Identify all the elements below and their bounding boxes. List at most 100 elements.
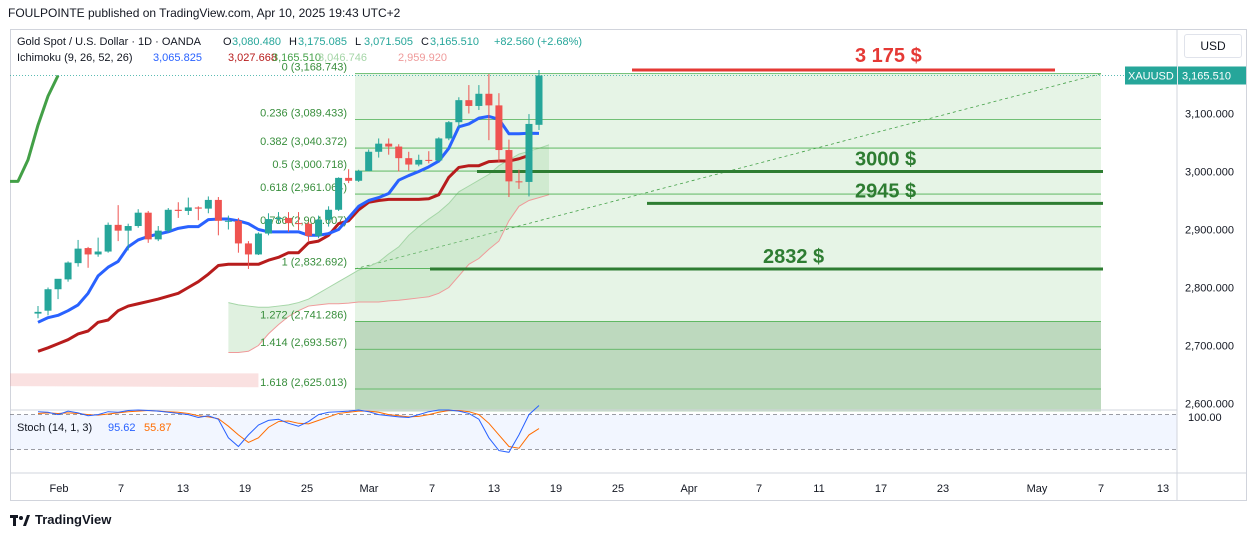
candle: [184, 197, 192, 215]
time-tick-label: 23: [937, 483, 949, 495]
fib-label: 1 (2,832.692): [282, 257, 347, 269]
candle: [104, 222, 112, 253]
candle: [395, 144, 403, 172]
candle-body: [34, 311, 42, 314]
cloud-area-bearish: [10, 373, 259, 388]
candle: [84, 246, 92, 268]
price-tick-label: 2,600.000: [1185, 399, 1234, 411]
legend-stoch-label: Stoch (14, 1, 3): [17, 422, 92, 434]
chart-canvas[interactable]: 0 (3,168.743) 0.236 (3,089.433) 0.382 (3,0…: [10, 29, 1247, 501]
candle: [144, 210, 152, 243]
time-tick-label: 17: [875, 483, 887, 495]
candle-body: [44, 289, 52, 311]
fib-label: 1.414 (2,693.567): [260, 337, 347, 349]
candle-body: [505, 150, 513, 182]
candle: [54, 278, 62, 300]
time-tick-label: Feb: [50, 483, 69, 495]
tradingview-logo-icon: [10, 514, 30, 526]
legend-stoch-k: 95.62: [108, 422, 136, 434]
candle-body: [375, 143, 383, 152]
fib-zone-main: [355, 73, 1101, 412]
candle-body: [305, 223, 313, 236]
stoch-k-line: [37, 405, 540, 453]
time-tick-label: 13: [488, 483, 500, 495]
candle: [495, 93, 503, 163]
candle-body: [525, 123, 533, 182]
fib-label: 0.236 (3,089.433): [260, 108, 347, 120]
candle-body: [124, 226, 132, 231]
candle: [405, 151, 413, 171]
candle: [274, 212, 282, 224]
candle: [154, 226, 162, 242]
candle-body: [104, 224, 112, 252]
candle-body: [144, 212, 152, 240]
legend-low-value: 3,071.505: [364, 36, 413, 48]
time-tick-label: 7: [118, 483, 124, 495]
candle: [415, 154, 423, 167]
stochastic-pane: [10, 405, 1177, 453]
candle: [355, 169, 363, 182]
candle-body: [535, 75, 543, 125]
candle-body: [355, 170, 363, 181]
legend-close-label: C: [421, 36, 429, 48]
candle-body: [64, 262, 72, 280]
price-tick-label: 3,100.000: [1185, 109, 1234, 121]
symbol-tag-bg: [1125, 66, 1177, 85]
senkou-b-line: [228, 194, 550, 353]
candle: [285, 212, 292, 232]
candlestick-series: [34, 69, 543, 319]
candle-body: [134, 212, 142, 227]
candle-body: [174, 209, 182, 211]
fib-label: 1.618 (2,625.013): [260, 377, 347, 389]
candle-body: [295, 223, 303, 225]
candle-body: [325, 209, 333, 220]
candle-body: [234, 220, 242, 244]
legend-ichimoku-value: 3,165.510: [272, 52, 321, 64]
legend-ichimoku-value: 2,959.920: [398, 52, 447, 64]
support-2945-annotation: 2945 $: [855, 180, 916, 202]
support-2832-annotation: 2832 $: [763, 246, 824, 268]
candle-body: [415, 159, 423, 165]
candle-body: [244, 243, 252, 255]
ichimoku-cloud: [10, 144, 550, 388]
time-tick-label: Mar: [360, 483, 379, 495]
last-price-tag: 3,165.510: [1182, 71, 1231, 83]
candle: [234, 217, 242, 253]
candle: [305, 221, 313, 242]
fib-label: 1.272 (2,741.286): [260, 310, 347, 322]
time-tick-label: 13: [1157, 483, 1169, 495]
candle-body: [455, 100, 463, 123]
legend-open-label: O: [223, 36, 232, 48]
price-tick-label: 3,000.000: [1185, 167, 1234, 179]
candle-body: [515, 181, 523, 183]
candle-body: [54, 278, 62, 290]
candle: [455, 97, 463, 128]
legend-low-label: L: [355, 36, 361, 48]
candle: [134, 209, 142, 228]
candle-body: [254, 233, 262, 255]
candle-body: [194, 207, 202, 209]
candle: [244, 241, 252, 269]
candle: [485, 74, 493, 141]
time-tick-label: May: [1027, 483, 1048, 495]
candle: [295, 212, 303, 231]
candle-body: [214, 199, 222, 221]
candle: [124, 223, 132, 251]
candle: [475, 85, 483, 111]
candle-body: [274, 217, 282, 220]
fib-label: 0.786 (2,904.607): [260, 215, 347, 227]
candle: [64, 261, 72, 282]
price-tick-label: 2,900.000: [1185, 225, 1234, 237]
currency-button[interactable]: USD: [1184, 34, 1242, 58]
symbol-tag: XAUUSD: [1128, 71, 1174, 83]
legend-high-label: H: [289, 36, 297, 48]
candle: [174, 202, 182, 218]
candle: [254, 232, 262, 256]
candle: [214, 197, 222, 236]
candle-body: [405, 158, 413, 165]
candle: [445, 121, 453, 141]
tradingview-brand[interactable]: TradingView: [10, 512, 111, 527]
legend-ichimoku-label: Ichimoku (9, 26, 52, 26): [17, 52, 133, 64]
candle: [94, 237, 102, 257]
candle: [505, 139, 513, 198]
